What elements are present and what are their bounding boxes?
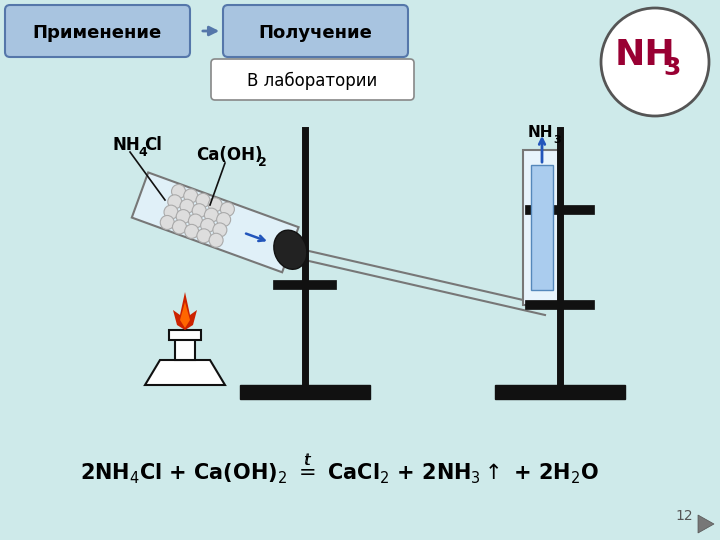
Circle shape [164, 205, 178, 219]
Polygon shape [132, 172, 299, 272]
Text: NH: NH [615, 38, 675, 72]
Text: 12: 12 [675, 509, 693, 523]
FancyBboxPatch shape [211, 59, 414, 100]
Circle shape [173, 220, 186, 234]
Circle shape [201, 219, 215, 233]
Bar [531, 165, 553, 290]
Circle shape [161, 215, 174, 230]
Text: 2NH$_4$Cl + Ca(OH)$_2$ $\overset{t\!\!t}{=}$ CaCl$_2$ + 2NH$_3$$\uparrow$ + 2H$_: 2NH$_4$Cl + Ca(OH)$_2$ $\overset{t\!\!t}… [81, 453, 600, 487]
FancyBboxPatch shape [223, 5, 408, 57]
Bar [523, 150, 561, 305]
Text: 2: 2 [258, 156, 266, 168]
Circle shape [208, 198, 222, 212]
Bar [240, 385, 370, 399]
Bar [495, 385, 625, 399]
Circle shape [192, 204, 206, 218]
Circle shape [196, 193, 210, 207]
Text: NH: NH [112, 136, 140, 154]
Circle shape [213, 223, 227, 237]
Circle shape [168, 195, 181, 209]
Polygon shape [180, 302, 190, 328]
Text: Cl: Cl [144, 136, 162, 154]
Circle shape [184, 224, 199, 238]
Circle shape [204, 208, 218, 222]
Polygon shape [698, 515, 714, 533]
Circle shape [171, 185, 186, 199]
Text: 3: 3 [663, 56, 680, 80]
Bar [175, 338, 195, 360]
Bar [169, 330, 201, 340]
Circle shape [601, 8, 709, 116]
Text: NH: NH [528, 125, 554, 140]
Circle shape [217, 213, 230, 227]
Ellipse shape [274, 230, 307, 269]
Circle shape [180, 199, 194, 213]
Text: 4: 4 [138, 145, 147, 159]
Text: 3: 3 [553, 135, 561, 145]
Circle shape [220, 202, 235, 216]
Circle shape [197, 229, 211, 243]
Circle shape [184, 189, 198, 203]
Polygon shape [173, 292, 197, 330]
Text: Применение: Применение [32, 24, 161, 42]
Text: В лаборатории: В лаборатории [247, 72, 377, 90]
Circle shape [189, 214, 202, 228]
Polygon shape [145, 360, 225, 385]
Text: Ca(OH): Ca(OH) [196, 146, 263, 164]
Text: Получение: Получение [258, 24, 372, 42]
Circle shape [176, 210, 190, 224]
Circle shape [209, 233, 223, 247]
FancyBboxPatch shape [5, 5, 190, 57]
